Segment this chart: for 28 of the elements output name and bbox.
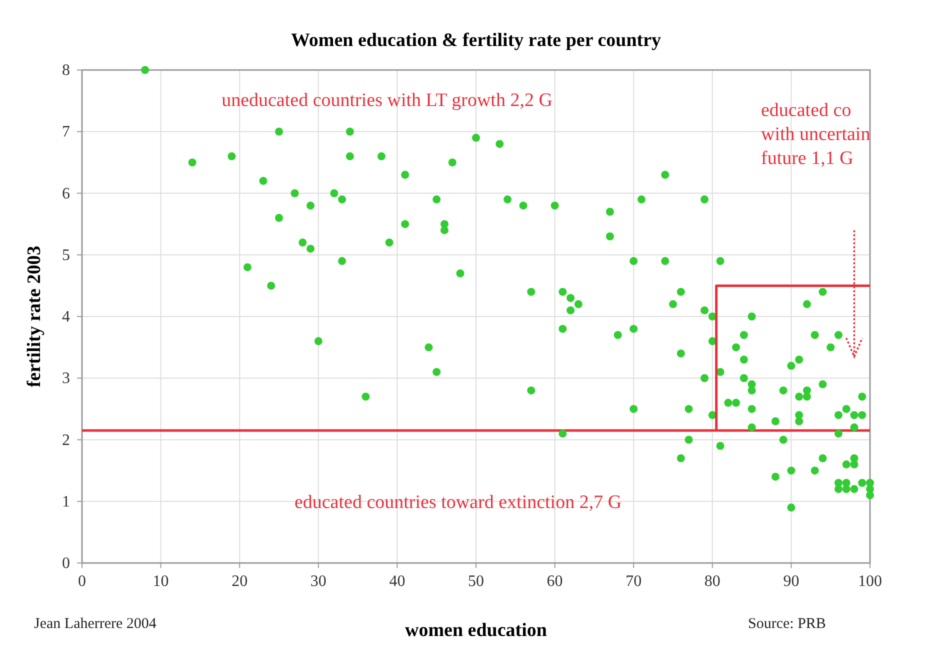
y-tick-label: 6 (62, 185, 70, 202)
y-tick-label: 3 (62, 370, 70, 388)
y-tick-label: 8 (62, 62, 70, 79)
x-tick-label: 0 (78, 573, 86, 590)
x-tick-label: 30 (310, 573, 326, 590)
x-tick-label: 80 (704, 573, 720, 590)
y-tick-label: 4 (62, 308, 70, 326)
x-tick-label: 100 (858, 573, 882, 590)
y-tick-label: 7 (62, 124, 70, 141)
x-tick-label: 50 (468, 573, 484, 590)
annotation: educated co with uncertain future 1,1 G (761, 100, 871, 169)
x-tick-label: 20 (232, 573, 248, 590)
annotation: educated countries toward extinction 2,7 G (294, 492, 622, 513)
y-tick-label: 5 (62, 246, 70, 264)
chart-title: Women education & fertility rate per country (290, 30, 662, 51)
source-note: Source: PRB (748, 616, 826, 632)
x-tick-label: 10 (152, 573, 169, 590)
annotation: uneducated countries with LT growth 2,2 G (222, 90, 553, 111)
x-axis-title: women education (405, 620, 548, 641)
x-tick-label: 60 (546, 573, 563, 590)
text: Jean Laherrere 2004 (34, 616, 157, 632)
y-tick-label: 2 (62, 432, 70, 449)
y-axis-title: fertility rate 2003 (24, 246, 45, 388)
y-tick-label: 0 (62, 555, 70, 572)
x-tick-label: 70 (626, 573, 642, 590)
y-tick-label: 1 (62, 493, 70, 510)
x-tick-label: 40 (389, 573, 406, 590)
x-tick-label: 90 (783, 573, 800, 590)
